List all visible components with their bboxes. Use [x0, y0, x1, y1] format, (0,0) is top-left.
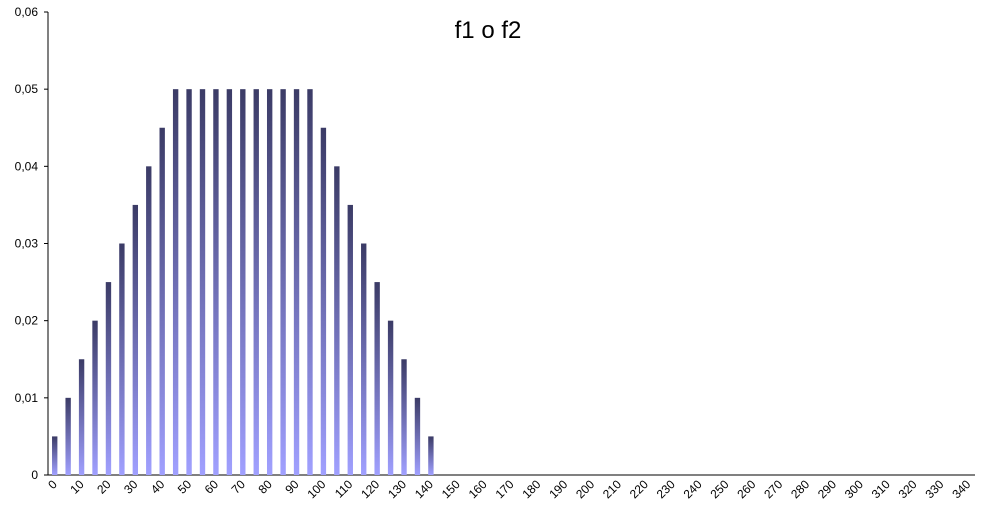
y-tick-label: 0,03: [15, 237, 39, 251]
x-tick-label: 210: [600, 477, 624, 501]
bar: [387, 320, 394, 475]
x-tick-label: 90: [282, 477, 302, 497]
x-tick-label: 280: [788, 477, 812, 501]
x-tick-label: 120: [358, 477, 382, 501]
x-tick-label: 130: [385, 477, 409, 501]
x-tick-label: 30: [121, 477, 141, 497]
bar: [172, 89, 179, 476]
x-tick-label: 40: [148, 477, 168, 497]
x-tick-label: 150: [439, 477, 463, 501]
bar: [347, 204, 353, 475]
x-tick-label: 320: [896, 477, 920, 501]
x-tick-label: 330: [922, 477, 946, 501]
x-tick-label: 110: [332, 477, 356, 501]
x-tick-label: 260: [734, 477, 758, 501]
bar: [374, 282, 380, 475]
x-tick-label: 140: [412, 477, 436, 501]
bar: [132, 204, 139, 475]
bar: [199, 89, 206, 476]
x-tick-label: 290: [815, 477, 839, 501]
x-tick-label: 190: [546, 477, 570, 501]
bar: [213, 89, 219, 476]
bar: [52, 436, 58, 475]
bar: [361, 243, 367, 475]
y-tick-label: 0: [31, 468, 38, 482]
x-tick-label: 270: [761, 477, 785, 501]
x-tick-label: 10: [67, 477, 87, 497]
y-tick-label: 0,02: [15, 314, 39, 328]
y-tick-label: 0,06: [15, 5, 39, 19]
x-tick-label: 240: [681, 477, 705, 501]
y-tick-label: 0,05: [15, 82, 39, 96]
bar: [320, 127, 327, 475]
x-tick-label: 310: [869, 477, 893, 501]
bar: [414, 397, 421, 475]
x-tick-label: 340: [949, 477, 973, 501]
bar: [293, 89, 300, 476]
x-tick-label: 250: [708, 477, 732, 501]
bar: [105, 282, 112, 475]
bar: [266, 89, 273, 476]
y-tick-label: 0,04: [15, 159, 39, 173]
bar: [334, 166, 340, 476]
bar: [119, 243, 125, 475]
x-tick-label: 180: [519, 477, 543, 501]
bar: [307, 89, 313, 476]
x-tick-label: 220: [627, 477, 651, 501]
bar: [159, 127, 165, 475]
x-tick-label: 20: [94, 477, 114, 497]
bar: [240, 89, 246, 476]
x-tick-label: 200: [573, 477, 597, 501]
bar: [428, 436, 434, 475]
bar: [226, 89, 233, 476]
bar: [146, 166, 152, 476]
y-tick-label: 0,01: [15, 391, 39, 405]
bar: [401, 359, 407, 475]
chart-title: f1 o f2: [455, 17, 522, 44]
bar: [186, 89, 192, 476]
x-tick-label: 230: [654, 477, 678, 501]
x-tick-label: 70: [229, 477, 249, 497]
x-tick-label: 0: [45, 477, 60, 492]
bar: [280, 89, 286, 476]
x-tick-label: 80: [255, 477, 275, 497]
x-tick-label: 50: [175, 477, 195, 497]
x-tick-label: 300: [842, 477, 866, 501]
x-tick-label: 60: [202, 477, 222, 497]
bar: [253, 89, 259, 476]
bar: [78, 359, 85, 475]
x-tick-label: 170: [493, 477, 517, 501]
x-tick-label: 160: [466, 477, 490, 501]
bar: [92, 320, 98, 475]
bar: [65, 397, 71, 475]
x-tick-label: 100: [304, 477, 328, 501]
